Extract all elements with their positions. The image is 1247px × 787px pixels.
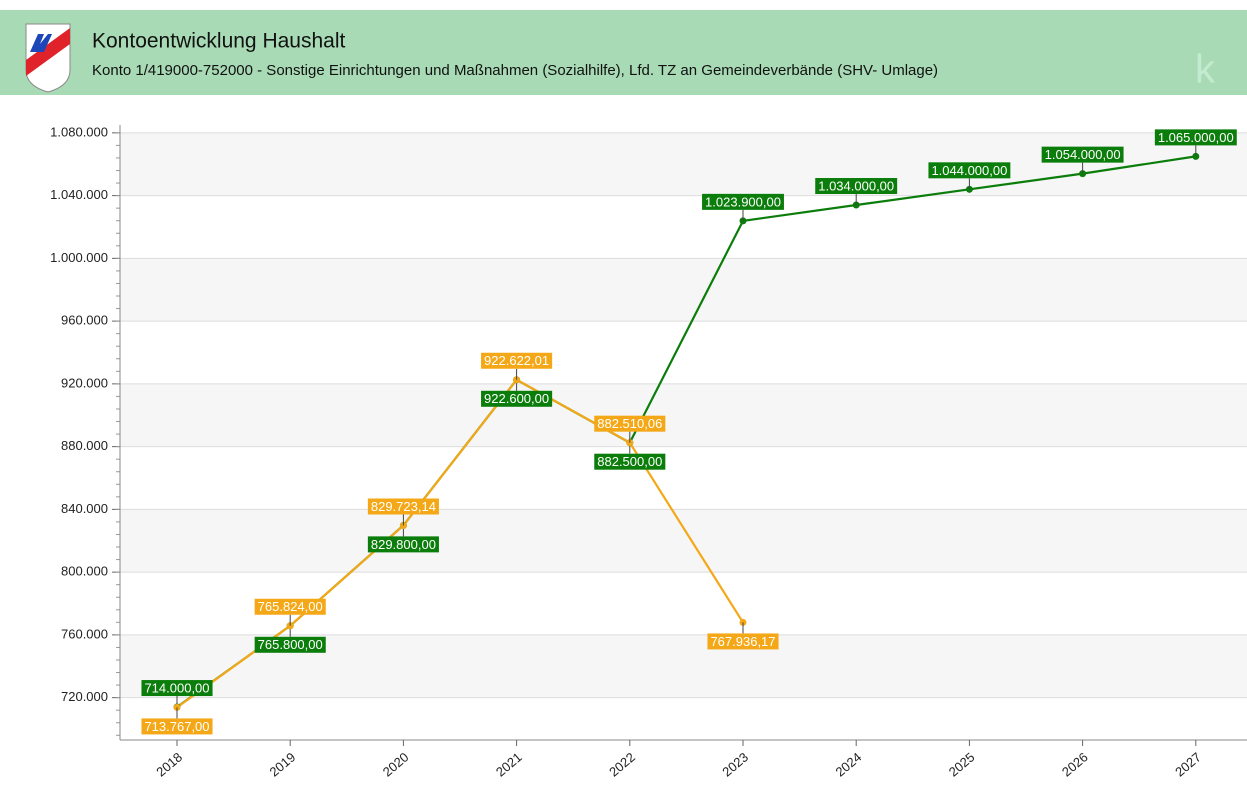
x-tick-label: 2018: [153, 749, 185, 779]
x-tick-label: 2023: [719, 749, 751, 779]
data-label-bg: [481, 352, 553, 369]
y-tick-label: 920.000: [61, 375, 108, 390]
y-tick-label: 1.000.000: [50, 250, 108, 265]
x-tick-label: 2019: [267, 749, 299, 779]
y-tick-label: 1.080.000: [50, 124, 108, 139]
logo: [25, 23, 71, 93]
chart-title: Kontoentwicklung Haushalt: [92, 30, 345, 53]
data-label-bg: [254, 636, 326, 653]
data-label-bg: [481, 390, 553, 407]
data-label: 882.510,06: [597, 416, 662, 431]
data-label-bg: [928, 162, 1011, 179]
data-label-bg: [141, 680, 213, 697]
x-tick-label: 2025: [946, 749, 978, 779]
y-tick-label: 880.000: [61, 438, 108, 453]
data-label: 767.936,17: [710, 634, 775, 649]
x-tick-label: 2024: [833, 749, 865, 779]
y-tick-label: 960.000: [61, 313, 108, 328]
data-label: 1.034.000,00: [818, 178, 894, 193]
data-label: 1.023.900,00: [705, 194, 781, 209]
y-tick-label: 800.000: [61, 564, 108, 579]
header-band: [0, 10, 1247, 95]
grid-band: [120, 383, 1247, 447]
data-label-bg: [594, 415, 666, 432]
data-label-bg: [594, 453, 666, 470]
data-label: 1.054.000,00: [1045, 147, 1121, 162]
data-label-bg: [367, 498, 439, 515]
grid-band: [120, 258, 1247, 322]
data-label-bg: [1154, 129, 1237, 146]
data-label-bg: [702, 193, 784, 210]
data-label: 922.600,00: [484, 391, 549, 406]
data-label: 765.824,00: [258, 599, 323, 614]
y-tick-label: 720.000: [61, 689, 108, 704]
y-tick-label: 760.000: [61, 626, 108, 641]
watermark-logo: k: [1195, 48, 1216, 92]
data-label: 1.065.000,00: [1158, 130, 1234, 145]
data-label: 765.800,00: [258, 637, 323, 652]
data-label-bg: [1041, 146, 1124, 163]
data-label: 714.000,00: [144, 680, 209, 695]
data-label-bg: [254, 598, 326, 615]
data-label: 882.500,00: [597, 454, 662, 469]
x-tick-label: 2027: [1172, 749, 1204, 779]
grid-band: [120, 132, 1247, 196]
x-tick-label: 2022: [606, 749, 638, 779]
plot: 720.000 760.000 800.000 840.000 880.000 920.0…: [50, 124, 1247, 780]
data-label: 922.622,01: [484, 353, 549, 368]
data-label-bg: [707, 633, 779, 650]
data-label-bg: [815, 178, 898, 195]
data-label: 829.723,14: [371, 499, 436, 514]
chart-subtitle: Konto 1/419000-752000 - Sonstige Einrich…: [92, 62, 938, 79]
data-label: 829.800,00: [371, 537, 436, 552]
data-label: 1.044.000,00: [931, 163, 1007, 178]
data-label-bg: [367, 536, 439, 553]
data-label-bg: [141, 718, 213, 735]
x-tick-label: 2026: [1059, 749, 1091, 779]
grid-band: [120, 509, 1247, 573]
y-tick-label: 840.000: [61, 501, 108, 516]
x-tick-label: 2020: [380, 749, 412, 779]
y-tick-label: 1.040.000: [50, 187, 108, 202]
data-label: 713.767,00: [144, 719, 209, 734]
x-tick-label: 2021: [493, 749, 525, 779]
